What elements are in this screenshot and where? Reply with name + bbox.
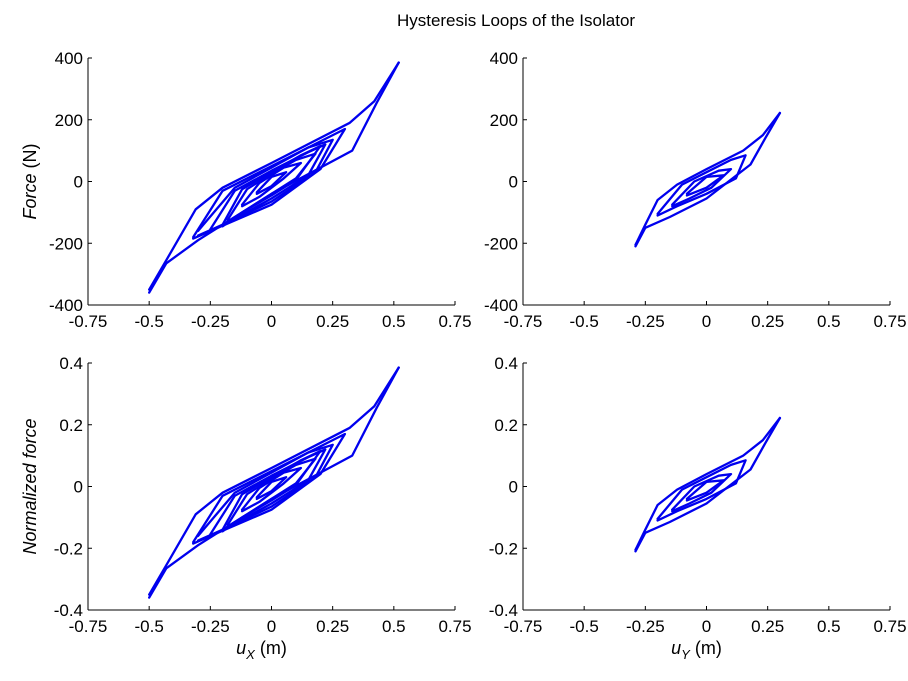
x-axis-label-unit: (m) xyxy=(255,638,287,658)
x-tick-label: 0.5 xyxy=(817,312,841,331)
y-tick-label: 400 xyxy=(55,49,83,68)
hysteresis-loop-9 xyxy=(221,449,322,533)
x-tick-label: 0.25 xyxy=(316,617,349,636)
y-tick-label: 400 xyxy=(490,49,518,68)
y-tick-label: -0.2 xyxy=(489,539,518,558)
x-tick-label: -0.25 xyxy=(626,312,665,331)
x-tick-label: 0.75 xyxy=(438,617,471,636)
x-tick-label: 0 xyxy=(267,617,276,636)
x-axis-label-var: u xyxy=(236,638,246,658)
subplot-top-left: -0.75 -0.5 -0.25 0 0.25 0.5 0.75 -400 -200 0 200 40… xyxy=(20,49,472,331)
hysteresis-loop-8 xyxy=(196,443,334,542)
hysteresis-loop-4 xyxy=(671,167,733,208)
x-tick-label: 0.25 xyxy=(751,617,784,636)
hysteresis-loop-8 xyxy=(196,138,334,237)
hysteresis-loop-6 xyxy=(240,466,303,513)
x-tick-label: -0.75 xyxy=(69,617,108,636)
y-axis-label: Normalized force xyxy=(20,418,40,554)
y-tick-label: -200 xyxy=(49,234,83,253)
x-axis-label-unit: (m) xyxy=(690,638,722,658)
y-tick-label: -0.2 xyxy=(54,539,83,558)
x-axis-label-var: u xyxy=(671,638,681,658)
figure-title: Hysteresis Loops of the Isolator xyxy=(397,11,635,30)
y-axis-label: Force (N) xyxy=(20,143,40,219)
x-tick-label: -0.25 xyxy=(626,617,665,636)
x-tick-label: 0.5 xyxy=(382,312,406,331)
y-tick-label: -400 xyxy=(484,296,518,315)
y-axis-label-unit: (N) xyxy=(20,143,40,173)
hysteresis-loop-3 xyxy=(656,154,747,217)
y-tick-label: -400 xyxy=(49,296,83,315)
y-tick-label: 0.4 xyxy=(59,354,83,373)
x-tick-label: 0.75 xyxy=(873,312,906,331)
x-tick-label: 0.25 xyxy=(316,312,349,331)
y-tick-label: -0.4 xyxy=(54,601,83,620)
x-tick-label: 0 xyxy=(267,312,276,331)
y-axis-label-italic: Normalized force xyxy=(20,418,40,554)
x-tick-label: -0.75 xyxy=(504,617,543,636)
hysteresis-loop-1 xyxy=(148,61,400,294)
x-axis-label-subscript: Y xyxy=(681,647,691,662)
hysteresis-loop-1 xyxy=(634,416,782,553)
y-tick-label: 0.2 xyxy=(59,416,83,435)
hysteresis-loop-5 xyxy=(685,479,725,502)
x-tick-label: -0.75 xyxy=(69,312,108,331)
subplot-bottom-left: -0.75 -0.5 -0.25 0 0.25 0.5 0.75 -0.4 -0.2 0 0.2 0.… xyxy=(20,354,472,662)
hysteresis-loop-4 xyxy=(209,448,327,538)
hysteresis-loop-7 xyxy=(255,476,288,501)
x-tick-label: 0.5 xyxy=(817,617,841,636)
y-axis-label-italic: Force xyxy=(20,173,40,219)
y-tick-label: 200 xyxy=(55,111,83,130)
x-tick-label: 0.25 xyxy=(751,312,784,331)
hysteresis-loop-2 xyxy=(148,366,400,596)
hysteresis-loop-6 xyxy=(240,161,303,208)
x-tick-label: -0.25 xyxy=(191,312,230,331)
y-tick-label: 0.2 xyxy=(494,416,518,435)
hysteresis-loop-7 xyxy=(255,171,288,195)
x-tick-label: 0 xyxy=(702,617,711,636)
y-tick-label: 0.4 xyxy=(494,354,518,373)
x-axis-label: uY (m) xyxy=(671,638,722,662)
hysteresis-loop-2 xyxy=(634,416,782,551)
hysteresis-loop-9 xyxy=(221,144,322,228)
x-tick-label: -0.5 xyxy=(570,617,599,636)
x-tick-label: -0.5 xyxy=(135,617,164,636)
y-tick-label: 0 xyxy=(74,173,83,192)
x-tick-label: 0.75 xyxy=(873,617,906,636)
x-tick-label: -0.75 xyxy=(504,312,543,331)
hysteresis-loop-5 xyxy=(685,174,725,197)
y-tick-label: 0 xyxy=(74,478,83,497)
hysteresis-loop-3 xyxy=(656,459,747,522)
x-tick-label: -0.5 xyxy=(570,312,599,331)
y-tick-label: 200 xyxy=(490,111,518,130)
hysteresis-loop-3 xyxy=(192,432,347,545)
y-tick-label: -0.4 xyxy=(489,601,518,620)
hysteresis-loop-1 xyxy=(634,111,782,248)
hysteresis-loop-1 xyxy=(148,366,400,599)
y-tick-label: -200 xyxy=(484,234,518,253)
x-axis-label: uX (m) xyxy=(236,638,287,662)
hysteresis-loop-4 xyxy=(671,472,733,513)
x-tick-label: 0.75 xyxy=(438,312,471,331)
y-tick-label: 0 xyxy=(509,478,518,497)
hysteresis-loop-2 xyxy=(634,111,782,246)
subplot-grid: -0.75 -0.5 -0.25 0 0.25 0.5 0.75 -400 -200 0 200 40… xyxy=(20,49,907,662)
y-tick-label: 0 xyxy=(509,173,518,192)
x-axis-label-subscript: X xyxy=(245,647,256,662)
x-tick-label: 0 xyxy=(702,312,711,331)
hysteresis-loop-3 xyxy=(192,127,347,240)
hysteresis-loop-2 xyxy=(148,61,400,291)
subplot-top-right: -0.75 -0.5 -0.25 0 0.25 0.5 0.75 -400 -200 0 200 40… xyxy=(484,49,907,331)
subplot-bottom-right: -0.75 -0.5 -0.25 0 0.25 0.5 0.75 -0.4 -0.2 0 0.2 0.… xyxy=(489,354,907,662)
x-tick-label: 0.5 xyxy=(382,617,406,636)
x-tick-label: -0.5 xyxy=(135,312,164,331)
x-tick-label: -0.25 xyxy=(191,617,230,636)
